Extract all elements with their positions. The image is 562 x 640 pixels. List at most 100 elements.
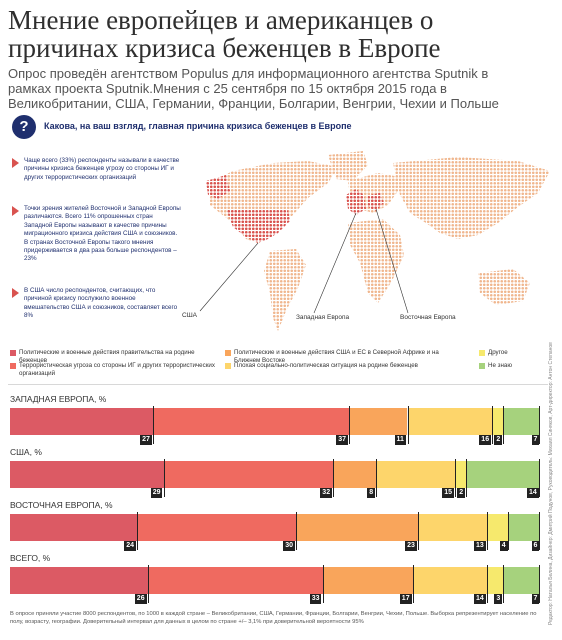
value-label: 14 (474, 594, 486, 604)
value-label: 2 (457, 488, 466, 498)
legend-label: Террористическая угроза со стороны ИГ и … (19, 362, 215, 377)
value-label: 32 (320, 488, 333, 498)
category-label: ВСЕГО, % (10, 553, 51, 563)
value-tick (418, 512, 420, 550)
value-label: 24 (124, 541, 136, 551)
value-tick (465, 459, 467, 497)
note-text: Чаще всего (33%) респонденты называли в … (24, 157, 180, 181)
alaska-shape (206, 175, 230, 199)
value-label: 13 (474, 541, 486, 551)
stacked-bar (10, 461, 540, 488)
stacked-bar (10, 567, 540, 594)
value-tick (296, 512, 298, 550)
bar-group: США, % 29 32 8 15 2 14 (10, 447, 550, 507)
value-label: 33 (309, 594, 322, 604)
bar-segment (492, 408, 503, 435)
category-label: ВОСТОЧНАЯ ЕВРОПА, % (10, 500, 113, 510)
credits-text: Редактор: Наталья Белина, Дизайнер: Дмит… (548, 342, 554, 625)
map-label-east: Восточная Европа (400, 314, 456, 321)
value-label: 2 (494, 435, 503, 445)
south-america-shape (264, 249, 306, 331)
bar-segment (502, 567, 540, 594)
question-icon: ? (12, 115, 36, 139)
question-text: Какова, на ваш взгляд, главная причина к… (44, 121, 352, 131)
bar-segment (10, 514, 138, 541)
value-tick (492, 406, 494, 444)
legend-swatch (479, 350, 485, 356)
value-tick (137, 512, 139, 550)
map-label-west: Западная Европа (296, 314, 350, 321)
divider (8, 384, 548, 385)
bar-segment (412, 567, 487, 594)
legend-swatch (10, 363, 16, 369)
value-label: 14 (527, 488, 539, 498)
bar-segment (147, 567, 323, 594)
map-label-usa: США (182, 312, 198, 319)
page-title: Мнение европейцев и американцев о причин… (8, 5, 441, 63)
east-leader-line (375, 208, 409, 314)
value-tick (502, 565, 504, 603)
value-tick (375, 459, 377, 497)
value-label: 8 (367, 488, 376, 498)
australia-shape (478, 269, 530, 305)
value-tick (539, 565, 540, 603)
bar-segment (163, 461, 334, 488)
legend-item: Другое (479, 349, 543, 357)
bar-segment (153, 408, 350, 435)
value-label: 4 (499, 541, 508, 551)
bar-segment (322, 567, 413, 594)
value-label: 30 (283, 541, 295, 551)
legend-item: Плохая социально-политическая ситуация н… (225, 362, 439, 370)
value-tick (163, 459, 165, 497)
value-label: 6 (531, 541, 540, 551)
bar-segment (349, 408, 408, 435)
stacked-bar (10, 408, 540, 435)
bar-segment (10, 461, 164, 488)
stacked-bar (10, 514, 540, 541)
value-label: 16 (479, 435, 492, 445)
value-tick (412, 565, 414, 603)
world-map: США Западная Европа Восточная Европа (182, 151, 550, 331)
bar-segment (375, 461, 456, 488)
note-3: В США число респондентов, считающих, что… (12, 287, 182, 321)
bar-segment (333, 461, 376, 488)
value-tick (349, 406, 351, 444)
value-label: 17 (399, 594, 412, 604)
value-tick (407, 406, 409, 444)
value-tick (539, 512, 540, 550)
note-text: Точки зрения жителей Восточной и Западно… (24, 205, 181, 263)
value-tick (455, 459, 457, 497)
bar-group: ВСЕГО, % 26 33 17 14 3 7 (10, 553, 550, 613)
value-label: 7 (531, 435, 540, 445)
usa-leader-line (199, 242, 259, 312)
note-2: Точки зрения жителей Восточной и Западно… (12, 205, 182, 264)
page-subtitle: Опрос проведён агентством Populus для ин… (8, 66, 499, 111)
bar-segment (296, 514, 419, 541)
value-tick (487, 565, 488, 603)
value-tick (502, 406, 504, 444)
value-tick (539, 406, 540, 444)
west-leader-line (313, 212, 357, 314)
bar-segment (465, 461, 540, 488)
legend-label: Политические и военные действия правител… (19, 349, 195, 364)
legend-item: Не знаю (479, 362, 543, 370)
legend-swatch (10, 350, 16, 356)
bar-group: ВОСТОЧНАЯ ЕВРОПА, % 24 30 23 13 4 6 (10, 500, 550, 560)
value-tick (322, 565, 324, 603)
bar-segment (508, 514, 540, 541)
value-label: 11 (394, 435, 406, 445)
value-label: 26 (134, 594, 147, 604)
category-label: ЗАПАДНАЯ ЕВРОПА, % (10, 394, 107, 404)
legend-label: Политические и военные действия США и ЕС… (234, 349, 439, 364)
value-tick (487, 512, 488, 550)
value-label: 37 (336, 435, 348, 445)
value-tick (153, 406, 155, 444)
legend-swatch (225, 363, 231, 369)
triangle-marker-icon (12, 206, 19, 216)
legend-item: Политические и военные действия США и ЕС… (225, 349, 439, 365)
bar-segment (407, 408, 493, 435)
bar-segment (418, 514, 487, 541)
greenland-shape (328, 151, 368, 181)
legend-label: Плохая социально-политическая ситуация н… (234, 362, 418, 369)
legend-item: Политические и военные действия правител… (10, 349, 224, 365)
